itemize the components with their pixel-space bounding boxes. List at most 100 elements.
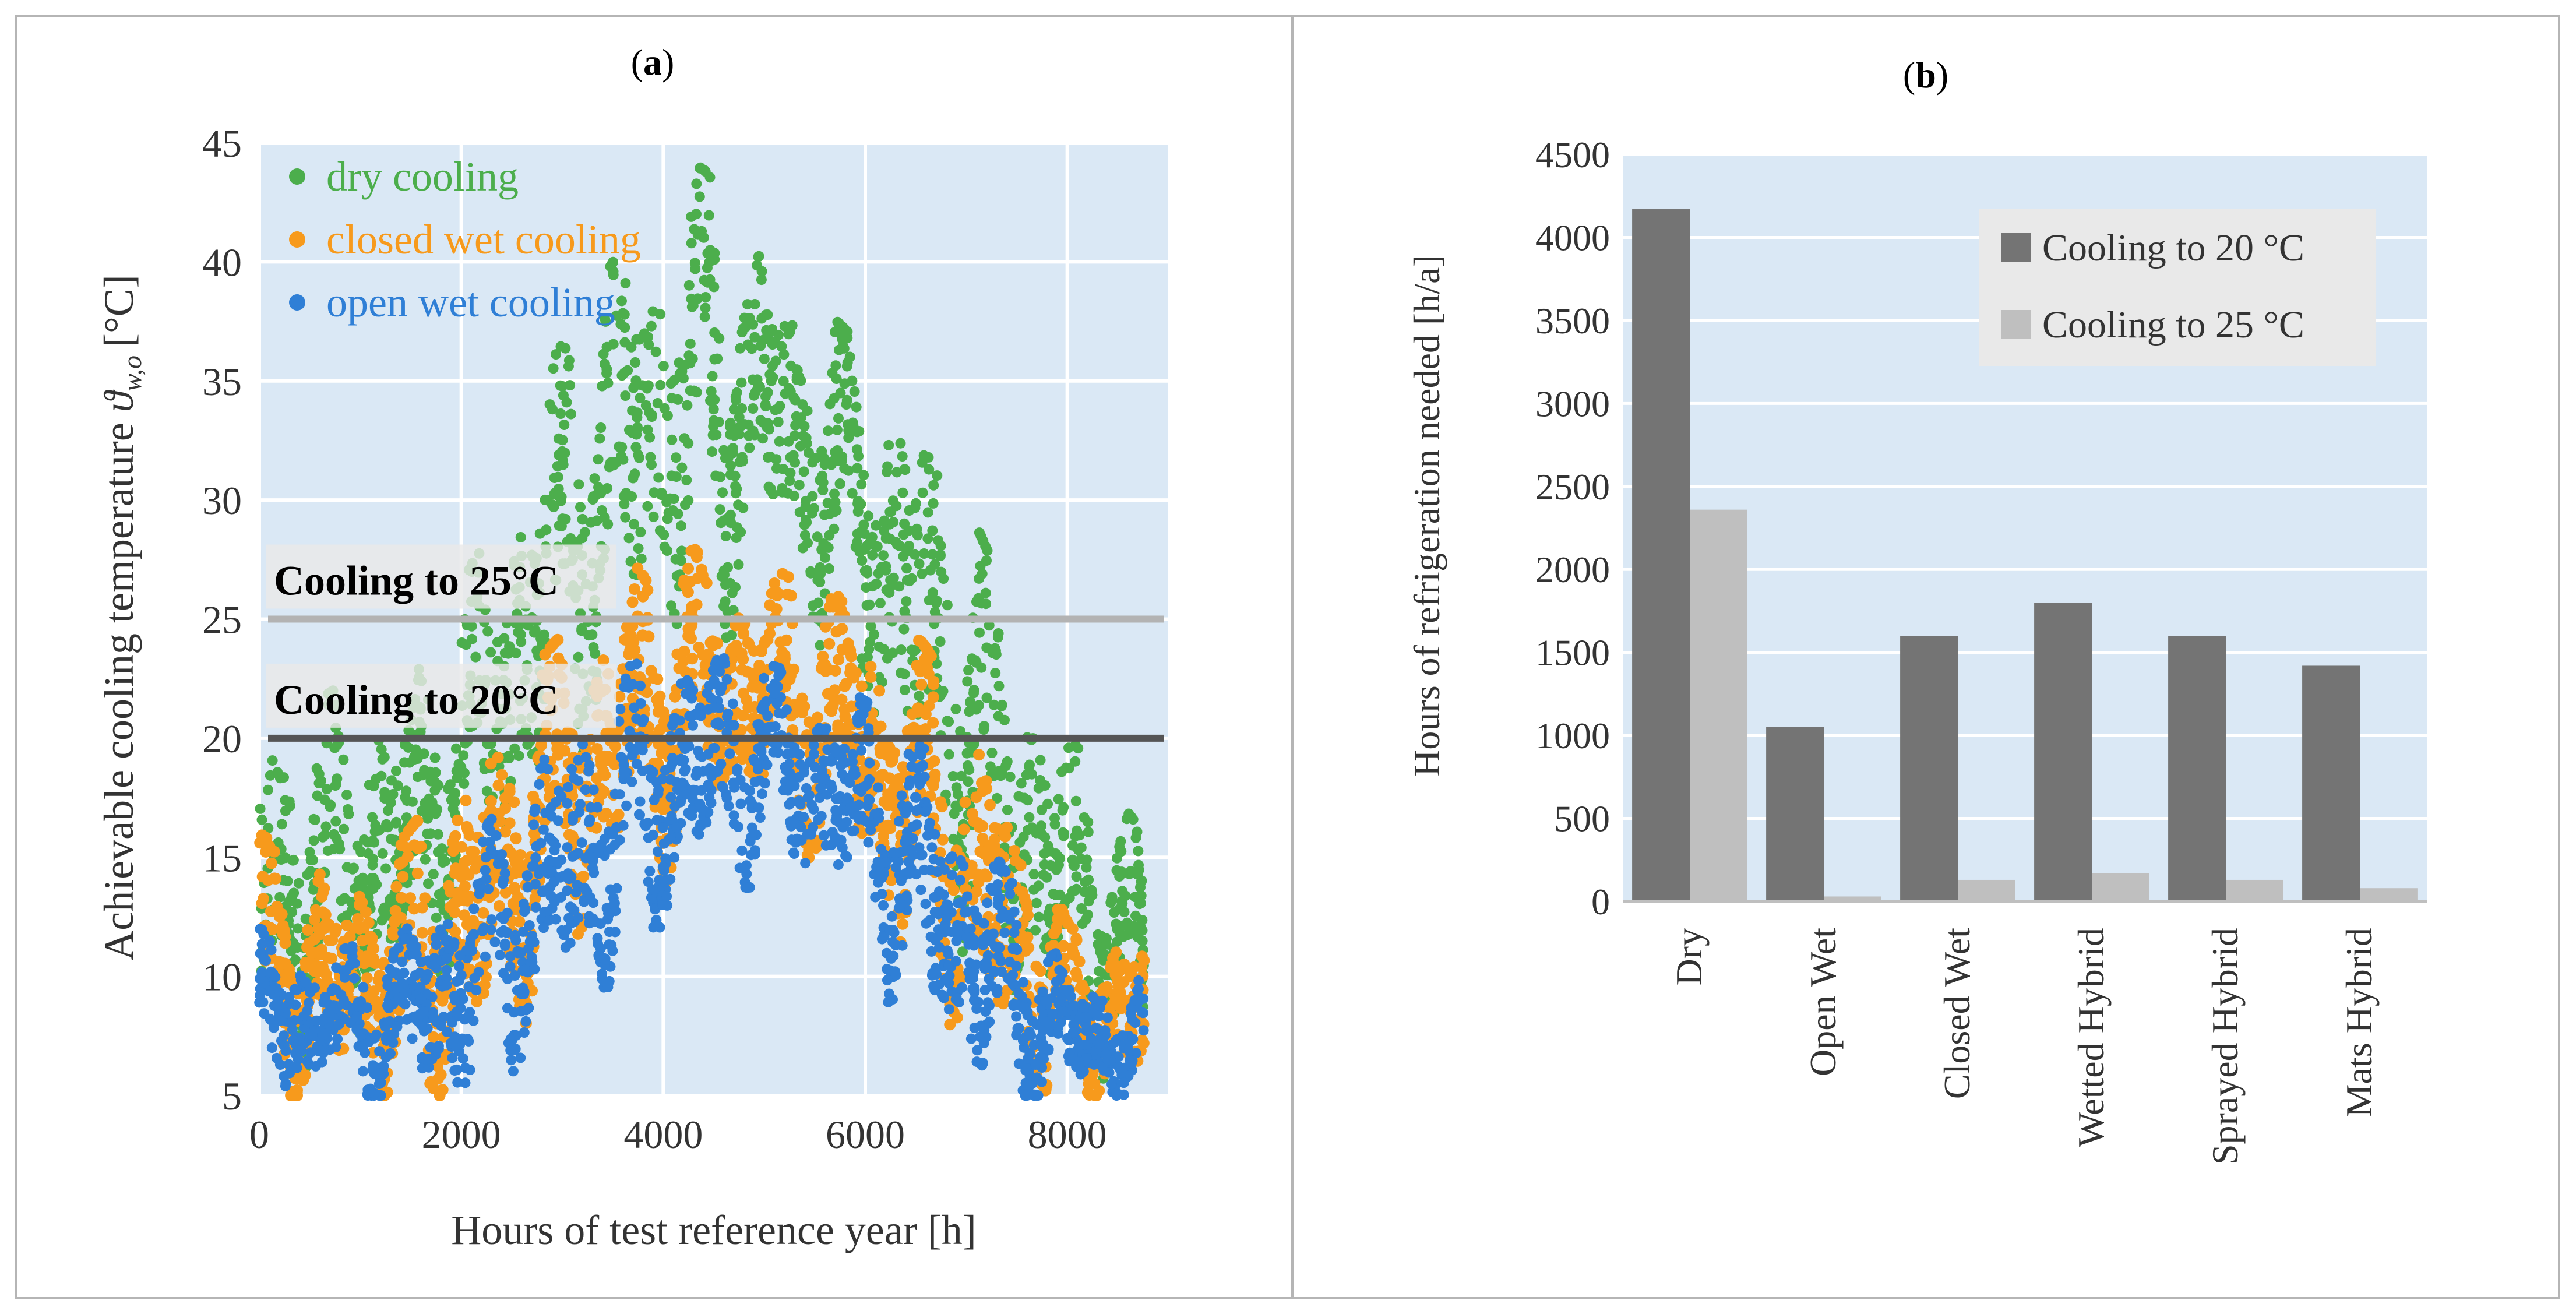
scatter-point xyxy=(1138,1025,1149,1036)
scatter-point xyxy=(602,378,614,389)
scatter-point xyxy=(720,596,731,607)
scatter-point xyxy=(999,714,1010,725)
scatter-point xyxy=(762,330,773,341)
scatter-point xyxy=(814,792,825,803)
scatter-point xyxy=(829,523,840,534)
scatter-point xyxy=(938,686,949,697)
scatter-point xyxy=(928,755,940,767)
scatter-point xyxy=(927,691,939,703)
scatter-point xyxy=(665,873,676,885)
scatter-point xyxy=(884,925,896,936)
scatter-point xyxy=(377,753,388,765)
scatter-point xyxy=(657,804,669,815)
scatter-point xyxy=(498,913,509,924)
scatter-point xyxy=(645,665,657,677)
scatter-point xyxy=(552,634,564,646)
scatter-point xyxy=(765,485,776,496)
scatter-point xyxy=(519,1027,530,1038)
scatter-point xyxy=(686,238,697,249)
scatter-point xyxy=(971,959,982,970)
scatter-point xyxy=(800,858,811,869)
scatter-point xyxy=(1002,756,1013,767)
scatter-point xyxy=(1024,761,1035,772)
scatter-point xyxy=(852,506,864,517)
scatter-point xyxy=(981,871,993,883)
scatter-point xyxy=(939,864,950,875)
scatter-point xyxy=(527,956,538,967)
scatter-point xyxy=(320,821,332,832)
scatter-point xyxy=(769,577,781,589)
scatter-point xyxy=(562,536,573,547)
scatter-point xyxy=(671,471,682,482)
scatter-point xyxy=(317,1029,328,1040)
scatter-point xyxy=(682,400,693,411)
scatter-point xyxy=(780,634,792,646)
scatter-point xyxy=(539,649,551,661)
scatter-point xyxy=(496,849,507,860)
scatter-point xyxy=(748,319,759,330)
scatter-point xyxy=(499,938,510,949)
scatter-point xyxy=(627,405,638,416)
scatter-point xyxy=(794,702,806,713)
scatter-point xyxy=(886,580,897,591)
scatter-point xyxy=(863,837,874,848)
scatter-point xyxy=(353,1041,364,1052)
scatter-point xyxy=(681,474,692,485)
scatter-point xyxy=(776,341,787,352)
scatter-point xyxy=(855,699,866,710)
scatter-point xyxy=(748,667,760,679)
scatter-point xyxy=(865,621,876,632)
scatter-point xyxy=(506,915,518,927)
scatter-point xyxy=(673,662,685,674)
scatter-point xyxy=(1070,830,1081,841)
scatter-point xyxy=(550,840,561,851)
scatter-point xyxy=(593,454,604,465)
scatter-point xyxy=(597,654,609,666)
scatter-point xyxy=(447,1052,458,1063)
scatter-point xyxy=(735,647,748,660)
scatter-point xyxy=(719,569,730,580)
scatter-point xyxy=(962,868,974,880)
scatter-point xyxy=(447,803,459,814)
scatter-point xyxy=(563,355,575,366)
scatter-point xyxy=(863,794,874,805)
scatter-point xyxy=(990,646,1001,656)
scatter-point xyxy=(441,964,452,975)
scatter-point xyxy=(914,558,925,569)
scatter-point xyxy=(608,460,619,471)
scatter-point xyxy=(1051,890,1062,900)
scatter-point xyxy=(510,833,522,845)
scatter-point xyxy=(727,698,738,709)
scatter-point xyxy=(942,716,953,727)
scatter-point xyxy=(785,774,795,784)
scatter-point xyxy=(400,933,411,945)
scatter-point xyxy=(643,332,653,343)
scatter-point xyxy=(700,292,711,302)
scatter-point xyxy=(829,488,840,499)
scatter-point xyxy=(404,892,417,904)
scatter-point xyxy=(634,334,645,345)
scatter-point xyxy=(692,766,703,777)
scatter-point xyxy=(944,1019,956,1031)
scatter-point xyxy=(551,349,562,360)
scatter-point xyxy=(290,954,301,966)
scatter-point xyxy=(397,956,408,967)
scatter-point xyxy=(842,792,852,804)
scatter-point xyxy=(308,813,319,825)
scatter-point xyxy=(478,836,488,847)
scatter-point xyxy=(1130,1017,1141,1028)
scatter-point xyxy=(871,520,882,531)
scatter-point xyxy=(678,575,690,586)
scatter-point xyxy=(707,639,719,651)
scatter-point xyxy=(932,470,943,481)
scatter-point xyxy=(287,907,298,918)
scatter-point xyxy=(403,725,414,736)
scatter-point xyxy=(728,404,739,415)
scatter-point xyxy=(1003,880,1014,892)
scatter-point xyxy=(649,487,660,498)
scatter-point xyxy=(453,759,464,770)
scatter-point xyxy=(665,792,676,803)
scatter-point xyxy=(666,600,676,611)
scatter-point xyxy=(416,927,428,939)
scatter-point xyxy=(851,401,862,413)
